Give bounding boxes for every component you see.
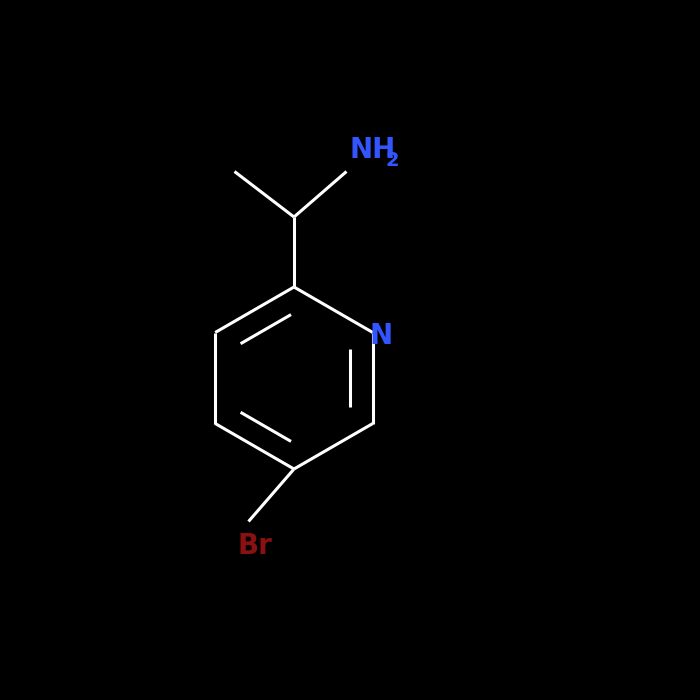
Text: NH: NH — [350, 136, 396, 164]
Text: 2: 2 — [386, 151, 399, 170]
Text: Br: Br — [238, 532, 273, 560]
Text: N: N — [370, 322, 393, 350]
